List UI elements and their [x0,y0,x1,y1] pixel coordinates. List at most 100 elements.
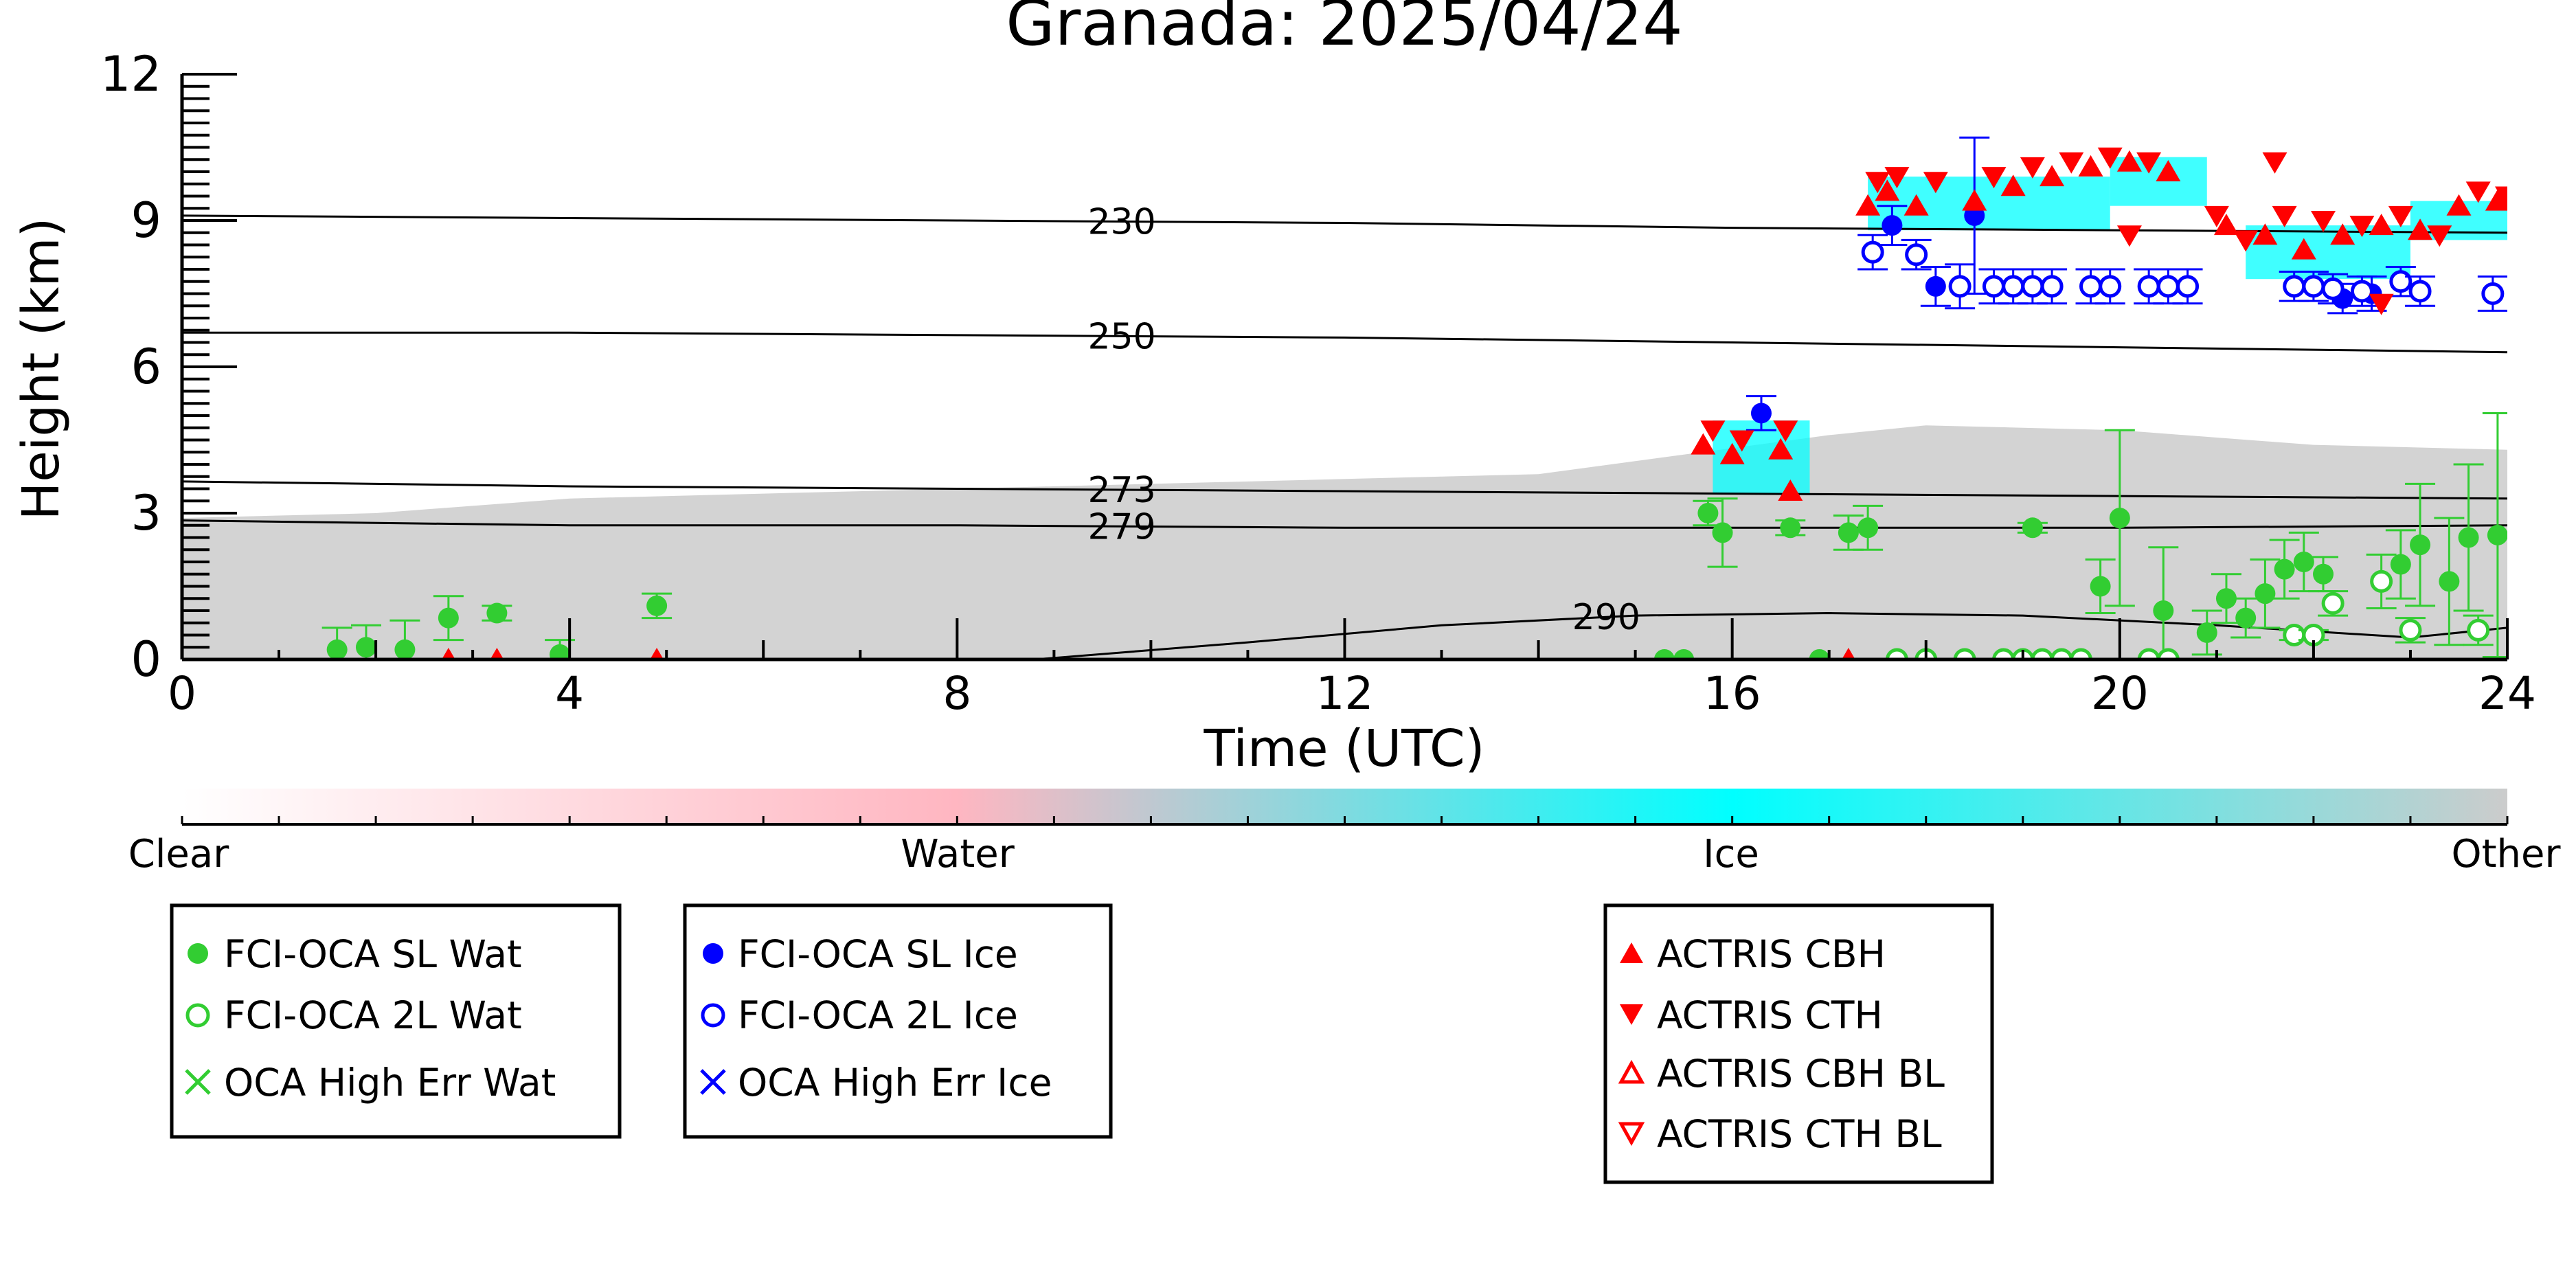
marker-7-13 [2349,216,2375,238]
marker-6-13 [2156,160,2181,181]
legend-label-sl-ice: FCI-OCA SL Ice [738,932,1018,976]
marker-0-28 [2439,571,2460,592]
legend-label-higherr-wat: OCA High Err Wat [224,1061,556,1105]
marker-1-3 [1992,648,2015,659]
marker-0-12 [1809,649,1830,659]
legend-marker-cth-bl [1618,1122,1645,1146]
marker-4-1 [1905,243,1928,267]
marker-1-13 [2370,569,2393,593]
isotherm-230 [182,214,2507,234]
marker-4-5 [2021,275,2044,298]
marker-6-4 [1842,648,1855,659]
marker-1-9 [2156,648,2180,659]
legend-label-2l-wat: FCI-OCA 2L Wat [224,993,522,1037]
marker-0-15 [2022,517,2043,539]
marker-4-3 [1982,275,2005,298]
marker-1-7 [2069,648,2092,659]
legend-label-higherr-ice: OCA High Err Ice [738,1061,1052,1105]
marker-7-1 [1884,167,1910,189]
legend-marker-higherr-wat [185,1069,211,1095]
colorbar: Clear Water Ice Other [128,789,2561,877]
marker-4-2 [1948,275,1971,298]
colorbar-label-ice: Ice [1703,832,1759,877]
marker-7-19 [1729,430,1754,452]
marker-7-8 [2204,205,2229,227]
marker-6-23 [1719,442,1745,464]
legend-marker-2l-wat [185,1003,210,1028]
x-tick-label-8: 8 [942,667,971,720]
marker-4-14 [2321,277,2345,300]
marker-1-12 [2321,591,2345,615]
marker-4-18 [2481,282,2505,305]
legend-actris: ACTRIS CBH ACTRIS CTH ACTRIS CBH BL ACTR… [1603,903,1994,1184]
colorbar-label-other: Other [2451,832,2561,877]
marker-4-0 [1861,240,1884,264]
legend-label-cbh-bl: ACTRIS CBH BL [1657,1052,1945,1096]
x-axis-label: Time (UTC) [1203,719,1484,778]
marker-6-1 [490,648,504,659]
marker-7-2 [1923,172,1948,194]
marker-7-6 [2097,147,2123,169]
colorbar-label-clear: Clear [128,832,229,877]
marker-6-6 [1875,179,1900,201]
marker-0-8 [1673,649,1695,659]
legend-water: FCI-OCA SL Wat FCI-OCA 2L Wat OCA High E… [170,903,622,1139]
axes: 0 4 8 12 16 20 24 0 3 6 9 12 [100,46,2536,720]
marker-7-0 [1865,172,1890,194]
isotherm-label-230: 230 [1087,202,1155,243]
marker-0-18 [2153,600,2174,621]
marker-6-21 [2485,189,2507,211]
marker-0-23 [2274,558,2295,580]
isotherm-label-279: 279 [1087,506,1155,547]
x-tick-label-20: 20 [2091,667,2149,720]
data-markers [321,136,2507,659]
colorbar-label-water: Water [901,832,1015,877]
marker-4-12 [2283,275,2306,298]
marker-7-20 [1773,420,1798,442]
legend-label-cbh: ACTRIS CBH [1657,932,1886,976]
marker-0-16 [2090,576,2111,597]
marker-1-8 [2137,648,2160,659]
marker-0-30 [2487,524,2507,545]
y-tick-label-9: 9 [131,192,161,249]
marker-4-9 [2137,275,2160,298]
marker-4-8 [2099,275,2122,298]
marker-6-14 [2213,214,2239,236]
marker-7-12 [2311,211,2336,232]
x-tick-label-16: 16 [1704,667,1761,720]
marker-7-3 [1981,167,2007,189]
y-tick-label-0: 0 [131,631,161,688]
marker-0-20 [2215,588,2237,609]
x-tick-label-4: 4 [555,667,584,720]
legend-marker-sl-ice [703,943,723,964]
marker-3-1 [1882,215,1903,236]
y-axis-label: Height (km) [12,218,71,521]
marker-0-19 [2196,622,2217,643]
legend-ice: FCI-OCA SL Ice FCI-OCA 2L Ice OCA High E… [683,903,1113,1139]
legend-marker-cbh [1620,942,1643,963]
marker-0-2 [394,639,416,659]
marker-6-5 [1855,194,1881,216]
marker-6-15 [2252,223,2278,245]
cloud-mask-other [182,425,2507,659]
marker-0-22 [2255,583,2276,605]
ice-cloud-patch-0 [1868,177,2110,231]
marker-0-7 [1653,649,1675,659]
marker-0-0 [326,639,348,659]
isotherm-label-250: 250 [1087,316,1155,357]
marker-6-8 [1962,189,1987,211]
marker-1-15 [2467,618,2490,642]
marker-0-25 [2313,563,2334,585]
colorbar-ticks [181,816,2509,824]
marker-0-9 [1697,503,1719,523]
marker-0-17 [2109,508,2130,529]
marker-1-5 [2031,648,2054,659]
marker-6-0 [441,648,455,659]
legend-label-sl-wat: FCI-OCA SL Wat [224,932,522,976]
marker-6-18 [2369,214,2394,236]
marker-4-7 [2079,275,2103,298]
marker-7-9 [2233,230,2259,252]
marker-0-21 [2235,607,2257,629]
